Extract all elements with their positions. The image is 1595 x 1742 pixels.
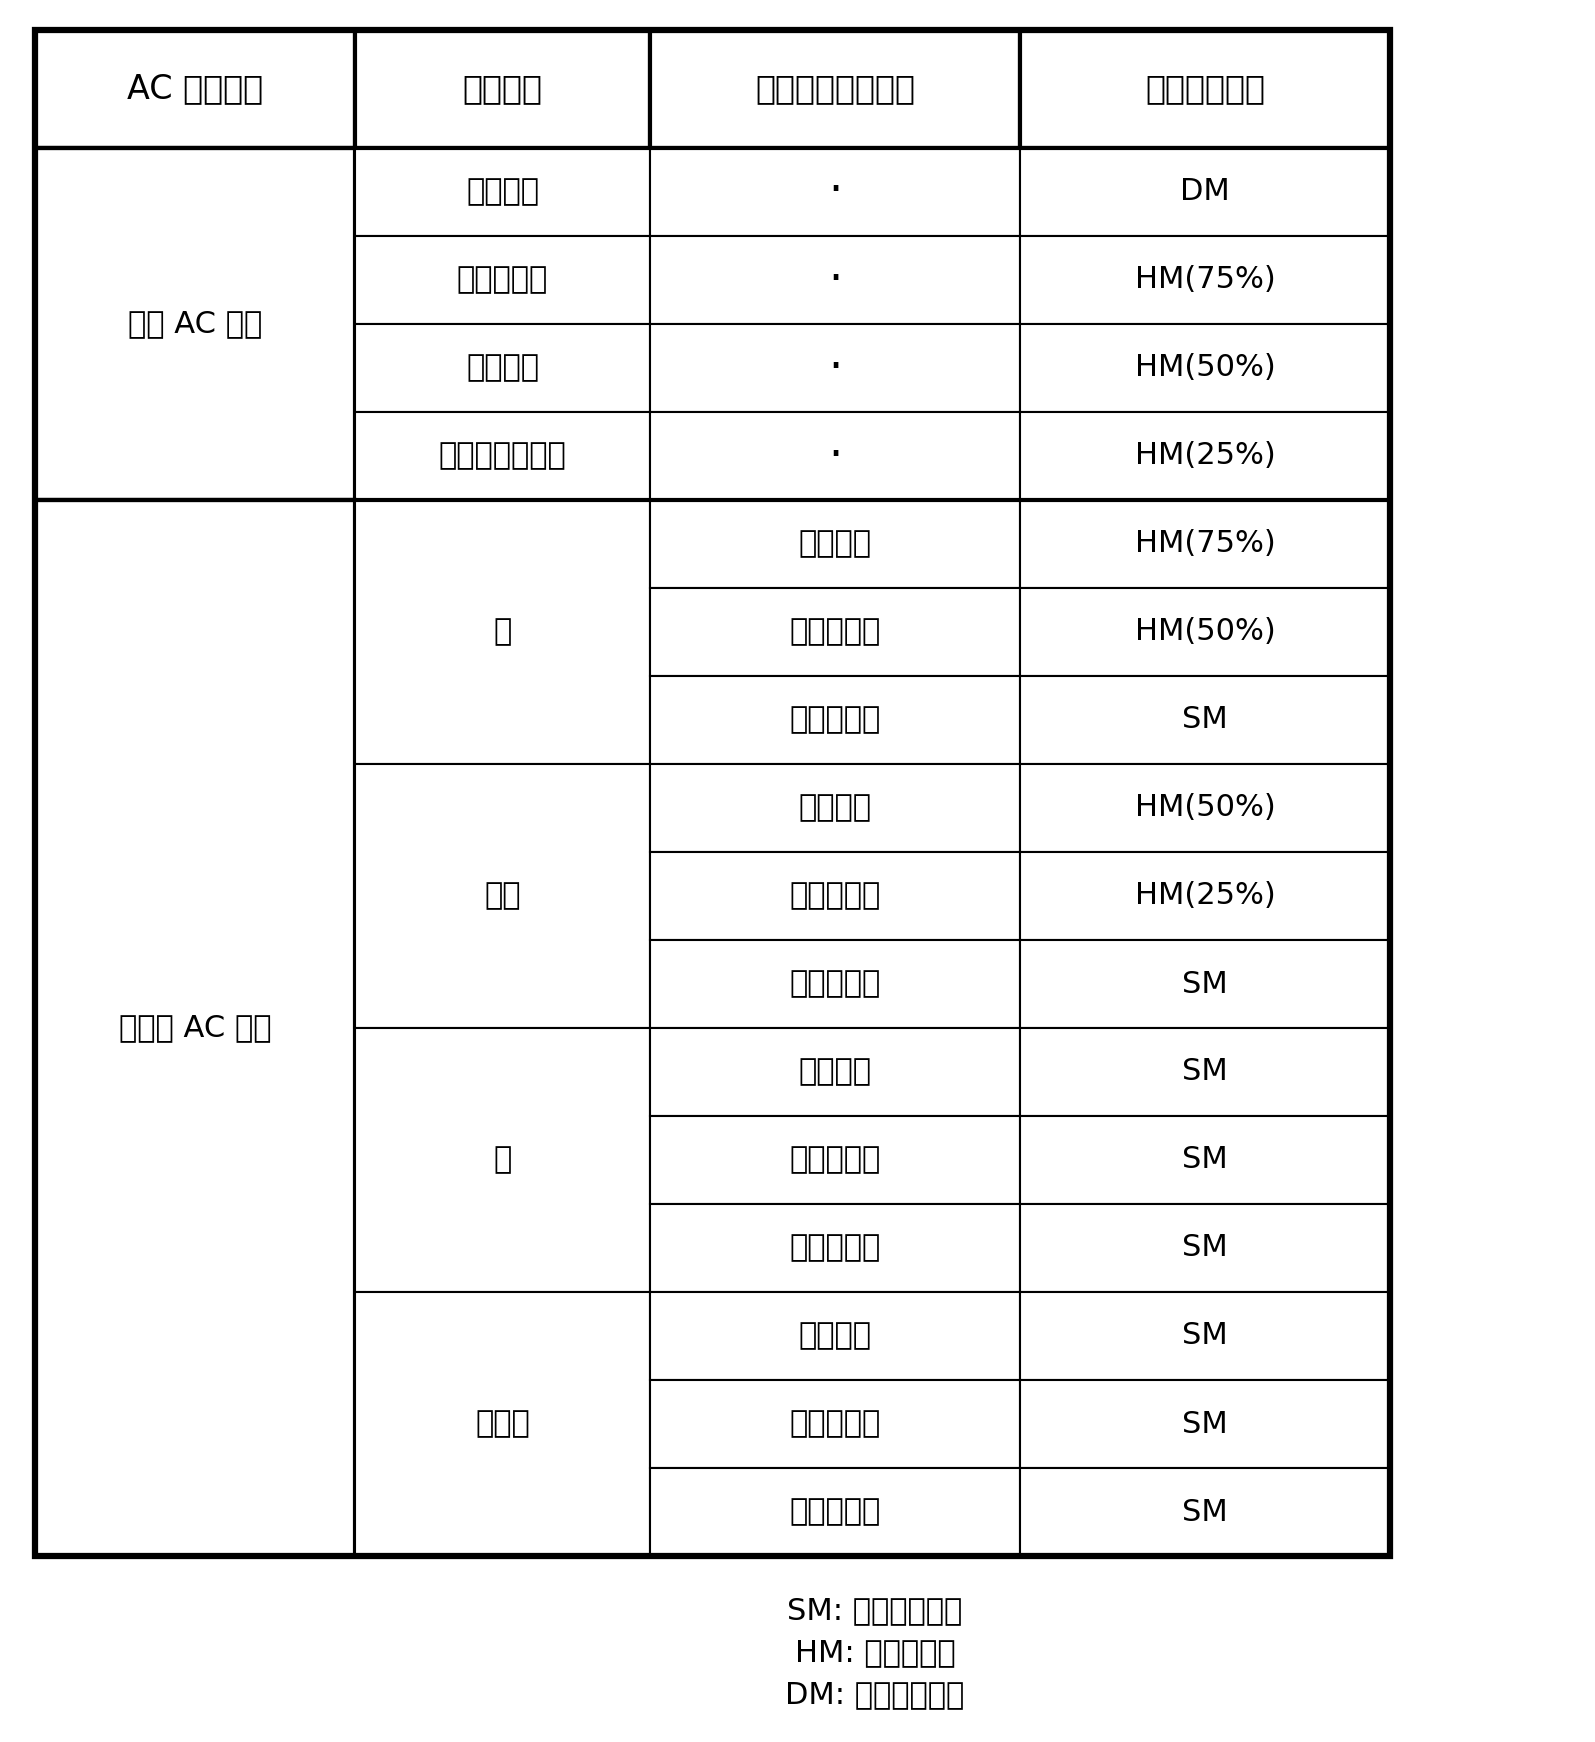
Bar	[651, 1380, 1019, 1469]
Text: ·: ·	[828, 258, 842, 301]
Text: 不（上）: 不（上）	[799, 530, 871, 559]
Text: ·: ·	[828, 434, 842, 477]
Text: 普通（中）: 普通（中）	[790, 881, 880, 911]
Bar	[1019, 1293, 1389, 1380]
Text: HM(75%): HM(75%)	[1134, 530, 1276, 559]
Bar	[35, 500, 356, 1556]
Text: 高（大）: 高（大）	[466, 354, 539, 383]
Bar	[651, 852, 1019, 941]
Bar	[651, 30, 1019, 148]
Bar	[651, 324, 1019, 413]
Bar	[651, 589, 1019, 676]
Text: 电池剩余电量状态: 电池剩余电量状态	[754, 73, 916, 106]
Text: 高: 高	[493, 1146, 512, 1174]
Text: 不（上）: 不（上）	[799, 794, 871, 822]
Bar	[1019, 500, 1389, 589]
Bar	[651, 1293, 1019, 1380]
Bar	[651, 1469, 1019, 1556]
Text: 电源管理模式: 电源管理模式	[1145, 73, 1265, 106]
Text: HM(50%): HM(50%)	[1134, 794, 1276, 822]
Text: 非常高: 非常高	[475, 1409, 530, 1439]
Bar	[651, 500, 1019, 589]
Bar	[1019, 324, 1389, 413]
Bar	[356, 1293, 651, 1556]
Text: SM: SM	[1182, 1322, 1228, 1350]
Bar	[1019, 30, 1389, 148]
Text: AC 电源状态: AC 电源状态	[128, 73, 263, 106]
Text: 不存在 AC 电源: 不存在 AC 电源	[118, 1014, 271, 1042]
Bar	[651, 676, 1019, 765]
Bar	[651, 148, 1019, 235]
Bar	[651, 235, 1019, 324]
Text: 不（上）: 不（上）	[799, 1057, 871, 1087]
Text: SM: SM	[1182, 1498, 1228, 1526]
Bar	[1019, 676, 1389, 765]
Bar	[1019, 589, 1389, 676]
Bar	[651, 1204, 1019, 1293]
Bar	[356, 500, 651, 765]
Text: SM: SM	[1182, 706, 1228, 735]
Text: HM(50%): HM(50%)	[1134, 617, 1276, 646]
Text: 适用（下）: 适用（下）	[790, 706, 880, 735]
Bar	[356, 30, 651, 148]
Text: SM: SM	[1182, 1146, 1228, 1174]
Text: 适用（下）: 适用（下）	[790, 1233, 880, 1263]
Bar	[651, 1117, 1019, 1204]
Bar	[651, 1028, 1019, 1117]
Bar	[651, 765, 1019, 852]
Bar	[35, 30, 356, 148]
Bar	[356, 235, 651, 324]
Text: 普通（中）: 普通（中）	[790, 1146, 880, 1174]
Bar	[1019, 413, 1389, 500]
Text: 普通（中）: 普通（中）	[790, 1409, 880, 1439]
Bar	[1019, 1117, 1389, 1204]
Bar	[1019, 941, 1389, 1028]
Bar	[1019, 1469, 1389, 1556]
Bar	[1019, 1380, 1389, 1469]
Text: HM(25%): HM(25%)	[1134, 881, 1276, 911]
Bar	[356, 324, 651, 413]
Bar	[35, 30, 1389, 1556]
Text: DM: DM	[1180, 178, 1230, 207]
Text: 非常高（最大）: 非常高（最大）	[439, 441, 566, 470]
Text: 适用（下）: 适用（下）	[790, 970, 880, 998]
Text: 低: 低	[493, 617, 512, 646]
Text: 存在 AC 电源: 存在 AC 电源	[128, 310, 262, 338]
Bar	[1019, 235, 1389, 324]
Text: DM: 全部运行模式: DM: 全部运行模式	[785, 1681, 965, 1709]
Text: 普通: 普通	[485, 881, 520, 911]
Bar	[1019, 1204, 1389, 1293]
Text: ·: ·	[828, 171, 842, 214]
Bar	[356, 1028, 651, 1293]
Text: HM: 高运行模式: HM: 高运行模式	[794, 1639, 955, 1667]
Text: SM: SM	[1182, 1057, 1228, 1087]
Text: 普通（中）: 普通（中）	[790, 617, 880, 646]
Bar	[35, 148, 356, 500]
Bar	[1019, 765, 1389, 852]
Bar	[356, 148, 651, 235]
Text: SM: SM	[1182, 970, 1228, 998]
Bar	[1019, 148, 1389, 235]
Bar	[356, 413, 651, 500]
Text: HM(75%): HM(75%)	[1134, 265, 1276, 294]
Text: SM: 部分运行模式: SM: 部分运行模式	[788, 1596, 963, 1625]
Text: HM(50%): HM(50%)	[1134, 354, 1276, 383]
Text: 适用（下）: 适用（下）	[790, 1498, 880, 1526]
Text: 温度状态: 温度状态	[463, 73, 542, 106]
Text: 不（上）: 不（上）	[799, 1322, 871, 1350]
Text: SM: SM	[1182, 1233, 1228, 1263]
Bar	[1019, 852, 1389, 941]
Text: SM: SM	[1182, 1409, 1228, 1439]
Bar	[1019, 1028, 1389, 1117]
Text: ·: ·	[828, 347, 842, 390]
Text: HM(25%): HM(25%)	[1134, 441, 1276, 470]
Text: 普通（中）: 普通（中）	[456, 265, 549, 294]
Text: 低（小）: 低（小）	[466, 178, 539, 207]
Bar	[651, 941, 1019, 1028]
Bar	[356, 765, 651, 1028]
Bar	[651, 413, 1019, 500]
